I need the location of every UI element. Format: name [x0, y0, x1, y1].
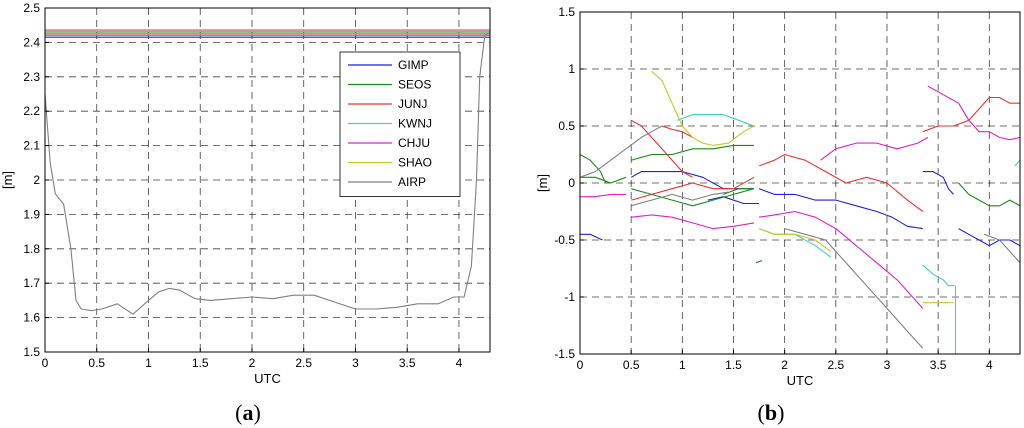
y-tick-label: 2.1	[23, 139, 40, 153]
series-line-kwnj	[677, 114, 755, 127]
series-line-airp	[984, 233, 1021, 264]
y-tick-label: 1.5	[558, 5, 575, 19]
series-line-gimp	[958, 228, 1021, 247]
caption-paren-close: )	[254, 400, 261, 425]
y-tick-label: 1	[568, 62, 575, 76]
y-tick-label: -1.5	[554, 347, 575, 361]
series-line-chju	[631, 214, 755, 230]
series-line-airp	[631, 191, 729, 207]
series-line-junj	[922, 96, 1020, 133]
caption-paren-close: )	[777, 400, 784, 425]
x-tick-label: 1	[145, 356, 152, 370]
series-group	[579, 70, 1021, 354]
legend-label: SEOS	[398, 78, 431, 92]
y-tick-label: 2	[33, 173, 40, 187]
x-tick-label: 3.5	[930, 358, 947, 372]
y-axis-label: [m]	[535, 174, 550, 192]
panel-caption: (a)	[235, 400, 261, 425]
y-tick-label: 0	[568, 176, 575, 190]
series-line-kwnj	[1014, 159, 1021, 167]
panel-a: 0 0.5 1 1.5 2 2.5 3 3.5 4 1.5 1.6 1.7 1.8 1.9 2 2.1 2.2 2…	[0, 1, 491, 425]
y-tick-label: -0.5	[554, 233, 575, 247]
x-tick-label: 2	[249, 356, 256, 370]
legend-label: GIMP	[398, 58, 429, 72]
y-tick-label: 2.5	[23, 1, 40, 15]
x-tick-label: 4	[986, 358, 993, 372]
y-tick-label: 1.6	[23, 311, 40, 325]
series-line-kwnj	[922, 264, 955, 287]
series-line-junj	[631, 176, 755, 201]
legend: GIMP SEOS JUNJ KWNJ CHJU SHAO AIRP	[339, 51, 461, 197]
series-line-chju	[580, 193, 626, 198]
legend-label: JUNJ	[398, 97, 427, 111]
x-tick-label: 0	[577, 358, 584, 372]
y-tick-label: 1.7	[23, 276, 40, 290]
x-tick-label: 3.5	[399, 356, 416, 370]
caption-paren-open: (	[235, 400, 242, 425]
series-line-junj	[630, 119, 693, 178]
legend-label: SHAO	[398, 156, 432, 170]
legend-label: AIRP	[398, 175, 426, 189]
x-tick-label: 2	[781, 358, 788, 372]
x-tick-label: 1	[679, 358, 686, 372]
series-line-airp	[44, 31, 491, 315]
series-line-junj	[758, 153, 924, 212]
legend-box	[339, 51, 461, 197]
series-line-seos	[579, 154, 611, 184]
y-tick-label: 1.9	[23, 207, 40, 221]
series-line-chju	[927, 85, 1021, 141]
caption-letter: a	[243, 400, 254, 425]
x-tick-label: 2.5	[295, 356, 312, 370]
panel-b: 0 0.5 1 1.5 2 2.5 3 3.5 4 -1.5 -1 -0.5 0 0.5 1 1.5 UTC [m…	[535, 5, 1021, 425]
series-line-airp	[579, 125, 663, 178]
series-line-junj	[661, 125, 693, 138]
y-tick-label: 1.5	[23, 345, 40, 359]
x-tick-label: 1.5	[725, 358, 742, 372]
y-tick-label: 2.3	[23, 70, 40, 84]
legend-label: CHJU	[398, 136, 430, 150]
x-tick-label: 0.5	[623, 358, 640, 372]
panel-caption: (b)	[758, 400, 785, 425]
series-line-chju	[759, 210, 924, 309]
series-line-shao	[651, 70, 755, 146]
x-tick-label: 4	[456, 356, 463, 370]
x-tick-label: 0.5	[88, 356, 105, 370]
y-tick-label: 2.2	[23, 104, 40, 118]
x-tick-label: 2.5	[827, 358, 844, 372]
legend-label: KWNJ	[398, 117, 432, 131]
series-line-seos	[631, 144, 754, 161]
series-line-gimp	[758, 188, 923, 230]
series-line-gimp	[707, 196, 760, 205]
series-group	[44, 29, 491, 315]
series-line-airp	[784, 228, 924, 349]
x-tick-label: 3	[352, 356, 359, 370]
y-tick-label: 0.5	[558, 119, 575, 133]
series-line-gimp	[580, 233, 603, 241]
series-line-chju	[820, 136, 929, 161]
x-tick-label: 0	[42, 356, 49, 370]
series-line-seos	[580, 176, 627, 184]
series-line-seos	[958, 182, 1021, 207]
x-tick-label: 1.5	[192, 356, 209, 370]
x-axis-label: UTC	[787, 373, 814, 388]
series-line-shao	[758, 228, 832, 252]
y-axis-label: [m]	[0, 171, 15, 189]
y-tick-label: -1	[564, 290, 575, 304]
caption-paren-open: (	[758, 400, 765, 425]
series-line-seos	[755, 259, 763, 264]
y-tick-label: 2.4	[23, 35, 40, 49]
series-line-gimp	[922, 171, 954, 195]
caption-letter: b	[765, 400, 777, 425]
y-tick-label: 1.8	[23, 242, 40, 256]
x-tick-label: 3	[884, 358, 891, 372]
x-axis-label: UTC	[254, 371, 281, 386]
